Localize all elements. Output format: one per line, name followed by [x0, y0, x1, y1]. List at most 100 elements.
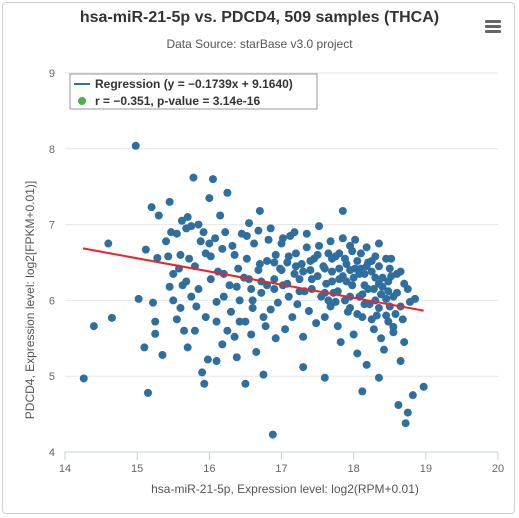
data-point [328, 254, 337, 263]
gridlines [65, 72, 498, 453]
data-point [293, 300, 302, 309]
data-point [403, 408, 412, 417]
data-point [187, 222, 196, 231]
data-point [219, 292, 228, 301]
data-point [338, 272, 347, 281]
data-point [205, 194, 214, 203]
x-tick-label: 18 [348, 463, 360, 475]
data-points [79, 141, 428, 439]
data-point [242, 231, 251, 240]
data-point [242, 254, 251, 263]
hamburger-menu-icon[interactable] [480, 16, 506, 38]
y-tick-label: 8 [49, 144, 55, 156]
regression-line-group [82, 247, 424, 312]
data-point [211, 234, 220, 243]
data-point [338, 234, 347, 243]
data-point [315, 222, 324, 231]
data-point [362, 262, 371, 271]
y-tick-label: 4 [49, 447, 55, 459]
data-point [288, 313, 297, 322]
data-point [183, 343, 192, 352]
data-point [408, 391, 417, 400]
data-point [149, 298, 158, 307]
data-point [396, 357, 405, 366]
data-point [183, 213, 192, 222]
data-point [371, 252, 380, 261]
data-point [299, 332, 308, 341]
data-point [247, 330, 256, 339]
data-point [419, 382, 428, 391]
data-point [353, 310, 362, 319]
data-point [384, 277, 393, 286]
data-point [346, 266, 355, 275]
data-point [196, 237, 205, 246]
x-tick-label: 17 [275, 463, 287, 475]
data-point [346, 303, 355, 312]
data-point [307, 275, 316, 284]
data-point [230, 332, 239, 341]
data-point [205, 239, 214, 248]
data-point [254, 266, 263, 275]
data-point [225, 281, 234, 290]
data-point [226, 307, 235, 316]
data-point [264, 235, 273, 244]
data-point [382, 254, 391, 263]
legend-regression-label: Regression (y = −0.1739x + 9.1640) [95, 77, 293, 91]
data-point [154, 211, 163, 220]
data-point [374, 239, 383, 248]
data-point [335, 249, 344, 258]
data-point [248, 303, 257, 312]
data-point [353, 256, 362, 265]
data-point [199, 228, 208, 237]
data-point [206, 252, 215, 261]
data-point [169, 269, 178, 278]
data-point [257, 288, 266, 297]
chart-title: hsa-miR-21-5p vs. PDCD4, 509 samples (TH… [79, 9, 440, 26]
data-point [187, 292, 196, 301]
data-point [291, 262, 300, 271]
data-point [172, 315, 181, 324]
data-point [351, 235, 360, 244]
data-point [312, 319, 321, 328]
data-point [358, 290, 367, 299]
data-point [291, 249, 300, 258]
data-point [333, 322, 342, 331]
data-point [270, 285, 279, 294]
data-point [266, 224, 275, 233]
data-point [247, 285, 256, 294]
data-point [356, 249, 365, 258]
data-point [255, 206, 264, 215]
data-point [271, 250, 280, 259]
data-point [180, 326, 189, 335]
data-point [304, 307, 313, 316]
data-point [360, 281, 369, 290]
data-point [391, 310, 400, 319]
data-point [198, 368, 207, 377]
data-point [348, 247, 357, 256]
data-point [400, 338, 409, 347]
data-point [208, 175, 217, 184]
data-point [371, 273, 380, 282]
data-point [223, 188, 232, 197]
data-point [270, 258, 279, 267]
data-point [158, 350, 167, 359]
data-point [349, 330, 358, 339]
data-point [283, 258, 292, 267]
y-tick-label: 5 [49, 371, 55, 383]
data-point [385, 264, 394, 273]
data-point [320, 313, 329, 322]
data-point [379, 345, 388, 354]
data-point [374, 373, 383, 382]
data-point [302, 229, 311, 238]
data-point [134, 294, 143, 303]
data-point [384, 287, 393, 296]
data-point [201, 313, 210, 322]
data-point [245, 219, 254, 228]
data-point [353, 349, 362, 358]
data-point [212, 297, 221, 306]
data-point [378, 273, 387, 282]
data-point [143, 388, 152, 397]
regression-line [82, 247, 424, 312]
legend-stats-label: r = −0.351, p-value = 3.14e-16 [95, 94, 260, 108]
